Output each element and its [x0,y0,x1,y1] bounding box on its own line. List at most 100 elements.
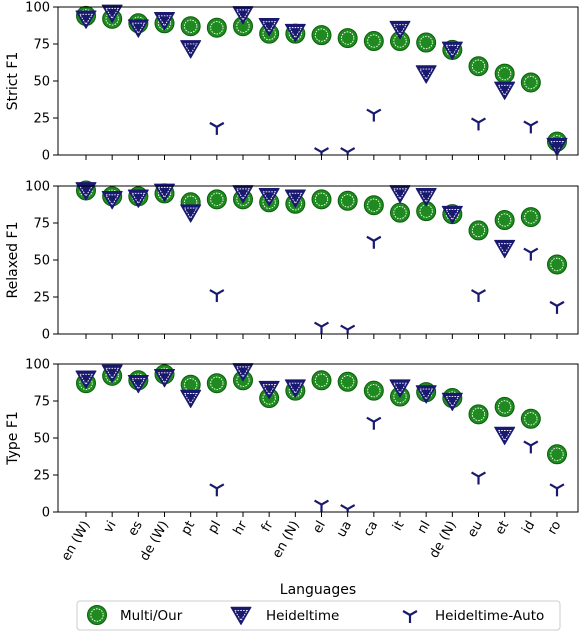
heideltime-point [415,385,437,404]
heideltime-point [441,41,463,60]
multi-point [468,56,489,77]
multi-point [520,72,541,93]
panel-3: 0 25 50 75 100 Type F1 [5,358,579,521]
multi-point [311,25,332,46]
heideltime-auto-point [470,289,487,303]
legend-label: Multi/Our [120,608,183,624]
y-tick-label: 0 [42,506,50,521]
x-tick-label: eu [465,519,486,541]
heideltime-point [415,188,437,207]
heideltime-point [154,369,175,388]
multi-point [206,17,227,38]
heideltime-auto-point [209,121,225,135]
heideltime-auto-point [549,483,565,497]
multi-point [311,370,332,391]
multi-point [337,371,358,392]
y-tick-label: 100 [25,1,50,16]
panel-2: 0 25 50 75 100 Relaxed F1 [5,180,579,343]
heideltime-auto-legend-marker [402,610,418,623]
legend-label: Heideltime [266,608,339,624]
heideltime-auto-point [366,108,382,122]
x-tick-label: ua [334,519,355,541]
heideltime-point [389,379,411,398]
heideltime-point [180,40,202,59]
y-tick-label: 75 [33,38,50,53]
heideltime-point [389,185,411,204]
x-tick-label: es [125,518,145,538]
multi-point [416,32,437,53]
multi-point [468,404,489,425]
y-tick-label: 25 [33,112,50,127]
legend: Multi/Our Heideltime Heideltime-Auto [76,600,561,631]
multi-point [337,190,358,211]
x-tick-label: en (W) [59,519,94,564]
heideltime-point [127,19,149,38]
y-tick-label: 50 [33,432,50,447]
heideltime-auto-point [523,120,539,134]
heideltime-point [75,370,97,389]
multi-point [206,189,227,210]
heideltime-point [127,189,149,208]
heideltime-point [389,20,411,40]
multi-point [206,373,227,394]
marks [75,4,568,155]
y-axis-label: Type F1 [5,411,21,466]
x-tick-label: nl [415,519,434,537]
multi-point [390,202,410,223]
heideltime-point [101,364,123,383]
multi-legend-marker [87,605,107,625]
heideltime-auto-point [209,289,225,303]
legend-label: Heideltime-Auto [435,608,544,624]
x-tick-label: el [310,519,329,537]
multi-point [520,408,541,429]
multi-point [180,16,201,37]
plot-frame [57,6,579,156]
heideltime-point [494,81,516,100]
y-tick-label: 100 [25,358,50,373]
y-tick-label: 0 [42,149,50,164]
multi-point [520,207,541,228]
y-axis-label: Relaxed F1 [5,222,21,299]
multi-point [494,210,515,231]
plot-frame [57,363,579,513]
heideltime-point [180,389,202,409]
multi-point [494,396,515,417]
x-tick-label: ca [361,519,382,540]
heideltime-point [154,183,175,202]
heideltime-auto-point [549,300,565,314]
x-tick-label: vi [101,519,120,536]
heideltime-point [284,23,306,43]
x-tick-label: it [390,519,407,534]
multi-point [363,380,384,401]
x-tick-label: pl [205,519,224,537]
heideltime-point [415,65,437,84]
multi-point [416,201,437,222]
legend-frame [76,600,561,631]
y-tick-label: 75 [33,395,50,410]
multi-point [337,28,358,49]
marks [75,363,567,512]
x-tick-label: en (N) [270,519,303,561]
heideltime-point [258,188,280,207]
heideltime-point [258,17,280,37]
multi-point [494,63,515,84]
heideltime-auto-point [523,247,539,261]
heideltime-point [494,426,516,446]
multi-point [547,444,567,465]
heideltime-point [441,205,463,225]
heideltime-point [441,392,463,411]
heideltime-point [258,380,280,400]
legend-item: Heideltime-Auto [402,608,544,624]
plot-frame [57,185,579,335]
y-tick-label: 25 [33,469,50,484]
heideltime-point [284,379,306,398]
heideltime-auto-point [313,499,330,512]
x-tick-label: ro [545,518,565,537]
heideltime-point [284,189,306,208]
marks [75,180,567,334]
multi-point [468,220,489,241]
heideltime-point [494,239,516,259]
y-tick-label: 75 [33,217,50,232]
x-tick-label: fr [259,518,277,535]
